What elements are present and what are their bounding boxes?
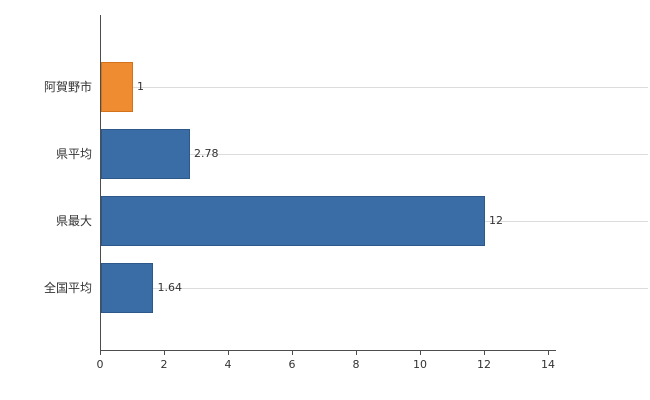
x-tick-mark — [484, 351, 485, 355]
x-tick-label: 12 — [477, 358, 491, 371]
x-tick-label: 0 — [96, 358, 104, 371]
x-tick-mark — [100, 351, 101, 355]
x-tick-label: 4 — [224, 358, 232, 371]
x-tick-label: 8 — [352, 358, 360, 371]
category-label: 県最大 — [55, 214, 92, 228]
category-label: 県平均 — [55, 147, 92, 161]
x-tick-label: 10 — [413, 358, 427, 371]
bar-3 — [101, 263, 154, 313]
row-gridline — [101, 288, 648, 289]
x-tick-mark — [420, 351, 421, 355]
x-tick-label: 6 — [288, 358, 296, 371]
x-tick-mark — [548, 351, 549, 355]
row-gridline — [101, 87, 648, 88]
bar-0 — [101, 62, 133, 112]
bar-1 — [101, 129, 190, 179]
x-tick-mark — [356, 351, 357, 355]
row-gridline — [101, 154, 648, 155]
bar-2 — [101, 196, 485, 246]
x-tick-mark — [164, 351, 165, 355]
x-tick-label: 2 — [160, 358, 168, 371]
category-label: 阿賀野市 — [43, 80, 92, 94]
value-label: 12 — [489, 214, 503, 227]
value-label: 1 — [137, 80, 144, 93]
x-tick-label: 14 — [541, 358, 555, 371]
x-axis-line — [100, 350, 556, 351]
category-label: 全国平均 — [43, 281, 92, 295]
value-label: 1.64 — [157, 281, 182, 294]
x-tick-mark — [228, 351, 229, 355]
x-tick-mark — [292, 351, 293, 355]
value-label: 2.78 — [193, 147, 219, 160]
y-axis-line — [100, 15, 101, 350]
